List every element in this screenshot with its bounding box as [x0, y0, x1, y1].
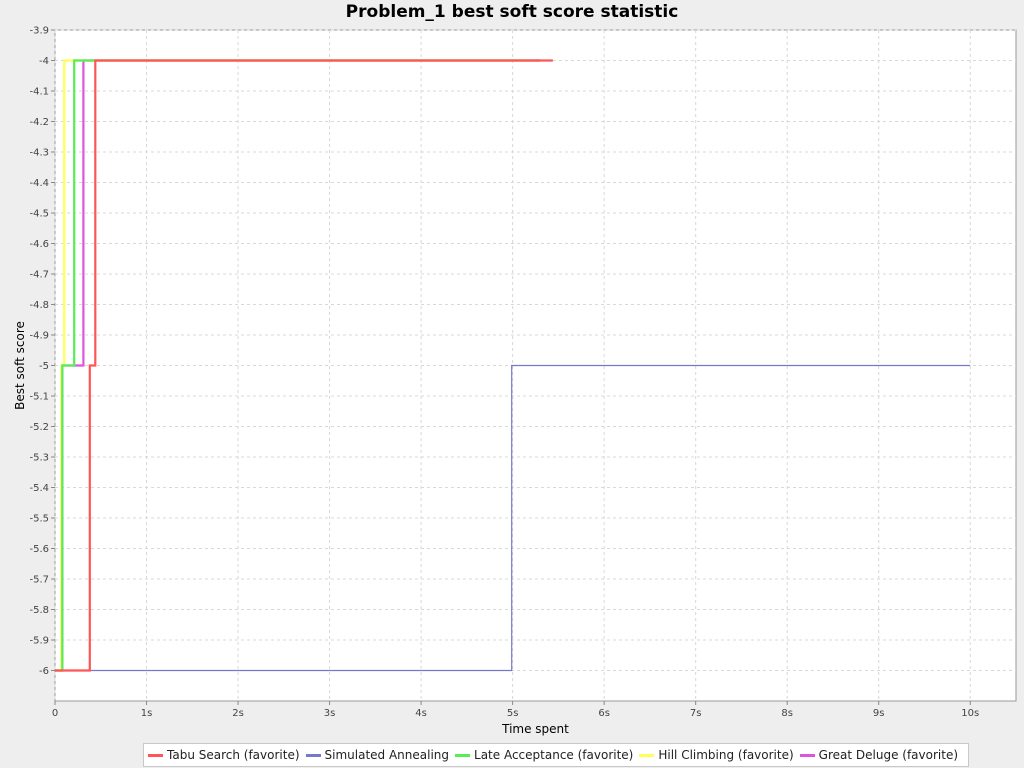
- y-tick-label: -4.8: [29, 300, 49, 311]
- legend-label: Late Acceptance (favorite): [474, 748, 634, 762]
- y-tick-label: -4.1: [29, 87, 49, 98]
- y-tick-label: -5.3: [29, 453, 49, 464]
- legend-label: Simulated Annealing: [324, 748, 450, 762]
- y-tick-label: -5.6: [29, 544, 49, 555]
- legend-swatch: [639, 753, 655, 757]
- y-tick-label: -4: [39, 56, 49, 67]
- y-tick-label: -4.5: [29, 209, 49, 220]
- axes: [51, 29, 971, 705]
- x-tick-label: 10s: [961, 708, 979, 719]
- x-axis-label: Time spent: [501, 722, 569, 736]
- y-tick-label: -3.9: [29, 26, 49, 37]
- y-tick-label: -5.1: [29, 392, 49, 403]
- y-tick-label: -5.9: [29, 636, 49, 647]
- y-tick-label: -4.9: [29, 331, 49, 342]
- series-lines: [55, 59, 971, 672]
- legend-item: Simulated Annealing: [305, 748, 450, 762]
- y-tick-label: -5.8: [29, 605, 49, 616]
- legend-label: Hill Climbing (favorite): [658, 748, 794, 762]
- y-tick-label: -6: [39, 666, 49, 677]
- x-tick-label: 1s: [141, 708, 153, 719]
- legend-item: Tabu Search (favorite): [148, 748, 300, 762]
- series-line-tabu-search-favorite: [55, 59, 553, 672]
- x-tick-label: 0: [52, 708, 58, 719]
- x-tick-label: 4s: [415, 708, 427, 719]
- legend-item: Great Deluge (favorite): [799, 748, 959, 762]
- y-tick-label: -4.4: [29, 178, 49, 189]
- x-tick-label: 3s: [324, 708, 336, 719]
- x-tick-label: 2s: [232, 708, 244, 719]
- y-tick-label: -4.7: [29, 270, 49, 281]
- legend-item: Hill Climbing (favorite): [639, 748, 794, 762]
- x-tick-label: 5s: [507, 708, 519, 719]
- legend-label: Tabu Search (favorite): [167, 748, 300, 762]
- legend-label: Great Deluge (favorite): [818, 748, 959, 762]
- y-tick-label: -5.4: [29, 483, 49, 494]
- y-tick-label: -5: [39, 361, 49, 372]
- y-tick-label: -5.5: [29, 514, 49, 525]
- y-tick-label: -4.3: [29, 148, 49, 159]
- series-line-simulated-annealing: [55, 364, 971, 672]
- tick-labels: -3.9 -4 -4.1 -4.2 -4.3 -4.4 -4.5 -4.6 -4.7 -4.8 -4…: [29, 26, 979, 720]
- legend-swatch: [148, 753, 163, 757]
- chart-title: Problem_1 best soft score statistic: [345, 2, 679, 22]
- x-tick-label: 7s: [690, 708, 702, 719]
- y-tick-label: -4.6: [29, 239, 49, 250]
- x-tick-label: 9s: [873, 708, 885, 719]
- y-tick-label: -5.2: [29, 422, 49, 433]
- chart-legend: Tabu Search (favorite) Simulated Annealin…: [143, 743, 970, 767]
- x-tick-label: 6s: [598, 708, 610, 719]
- legend-item: Late Acceptance (favorite): [455, 748, 633, 762]
- y-tick-label: -4.2: [29, 117, 49, 128]
- y-axis-label: Best soft score: [13, 321, 27, 410]
- x-tick-label: 8s: [781, 708, 793, 719]
- legend-swatch: [799, 753, 815, 757]
- legend-swatch: [455, 753, 471, 757]
- legend-swatch: [305, 753, 321, 757]
- y-tick-label: -5.7: [29, 575, 49, 586]
